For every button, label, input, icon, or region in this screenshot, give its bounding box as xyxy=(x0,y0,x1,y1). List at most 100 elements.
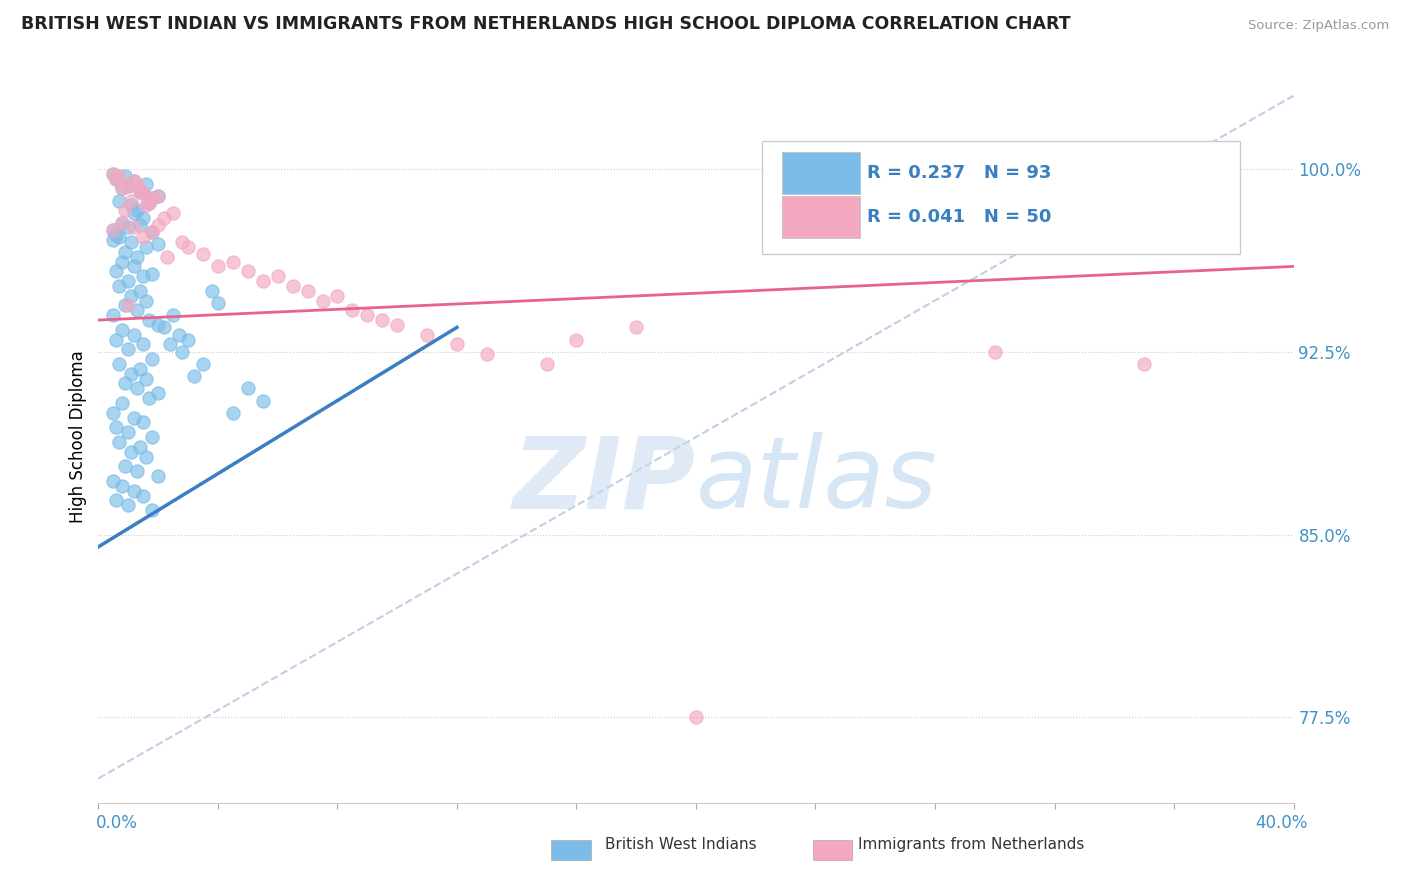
Text: 40.0%: 40.0% xyxy=(1256,814,1308,831)
Point xyxy=(127,250,149,264)
Point xyxy=(222,406,245,420)
Point xyxy=(114,169,136,184)
Point xyxy=(207,296,229,310)
Point xyxy=(117,178,139,193)
Point xyxy=(120,367,142,381)
Point xyxy=(138,391,160,405)
Point xyxy=(1133,357,1156,371)
Point xyxy=(111,181,134,195)
Point xyxy=(129,184,152,198)
Point xyxy=(105,264,128,278)
Point xyxy=(108,230,131,244)
Point xyxy=(984,344,1007,359)
Point xyxy=(132,186,155,201)
Point xyxy=(114,459,136,474)
Point xyxy=(111,254,134,268)
Point xyxy=(162,308,184,322)
Point xyxy=(108,279,131,293)
Point xyxy=(135,240,157,254)
Point xyxy=(105,171,128,186)
Y-axis label: High School Diploma: High School Diploma xyxy=(69,351,87,524)
Point xyxy=(124,410,146,425)
Point xyxy=(148,318,170,332)
Point xyxy=(105,227,128,242)
Point xyxy=(148,386,170,401)
Point xyxy=(141,267,163,281)
Point xyxy=(311,293,333,308)
Point xyxy=(281,279,304,293)
Point xyxy=(138,313,160,327)
Point xyxy=(565,333,588,347)
Point xyxy=(129,440,152,454)
Point xyxy=(114,298,136,312)
Point xyxy=(124,174,146,188)
Text: Immigrants from Netherlands: Immigrants from Netherlands xyxy=(858,838,1084,852)
Point xyxy=(124,260,146,274)
Point xyxy=(162,206,184,220)
Point xyxy=(117,178,139,193)
Point xyxy=(111,215,134,229)
Point xyxy=(124,483,146,498)
Point xyxy=(114,203,136,218)
Point xyxy=(132,186,155,201)
Point xyxy=(117,220,139,235)
Point xyxy=(108,357,131,371)
Point xyxy=(117,425,139,440)
Point xyxy=(135,198,157,212)
Point xyxy=(252,393,274,408)
FancyBboxPatch shape xyxy=(762,141,1240,254)
Point xyxy=(105,333,128,347)
Point xyxy=(120,288,142,302)
Point xyxy=(132,416,155,430)
Point xyxy=(103,308,125,322)
Text: 0.0%: 0.0% xyxy=(96,814,138,831)
Point xyxy=(135,293,157,308)
Point xyxy=(475,347,498,361)
Text: British West Indians: British West Indians xyxy=(605,838,756,852)
Point xyxy=(326,288,349,302)
Text: R = 0.237   N = 93: R = 0.237 N = 93 xyxy=(868,164,1052,182)
Point xyxy=(135,177,157,191)
Point xyxy=(141,225,163,239)
Point xyxy=(129,184,152,198)
Point xyxy=(416,327,439,342)
Point xyxy=(141,352,163,367)
Point xyxy=(626,320,648,334)
Point xyxy=(183,369,205,384)
Point xyxy=(129,284,152,298)
Point xyxy=(124,206,146,220)
Point xyxy=(356,308,378,322)
Point xyxy=(342,303,364,318)
Point xyxy=(201,284,224,298)
Point xyxy=(138,196,160,211)
Point xyxy=(108,194,131,208)
Point xyxy=(120,444,142,458)
Point xyxy=(103,223,125,237)
Point xyxy=(103,406,125,420)
Point xyxy=(129,361,152,376)
Point xyxy=(222,254,245,268)
Point xyxy=(685,710,707,724)
Point xyxy=(103,167,125,181)
Point xyxy=(105,493,128,508)
Point xyxy=(159,337,181,351)
Point xyxy=(127,464,149,478)
Point xyxy=(114,244,136,259)
Point xyxy=(132,269,155,284)
Point xyxy=(156,250,179,264)
Point xyxy=(103,223,125,237)
Point xyxy=(124,220,146,235)
Point xyxy=(132,230,155,244)
Point xyxy=(132,337,155,351)
Point xyxy=(117,298,139,312)
Point xyxy=(167,327,190,342)
Point xyxy=(127,303,149,318)
Point xyxy=(138,196,160,211)
Point xyxy=(135,450,157,464)
Point xyxy=(111,215,134,229)
Point xyxy=(536,357,558,371)
Text: ZIP: ZIP xyxy=(513,433,696,530)
Point xyxy=(111,323,134,337)
Point xyxy=(132,211,155,225)
Point xyxy=(297,284,319,298)
